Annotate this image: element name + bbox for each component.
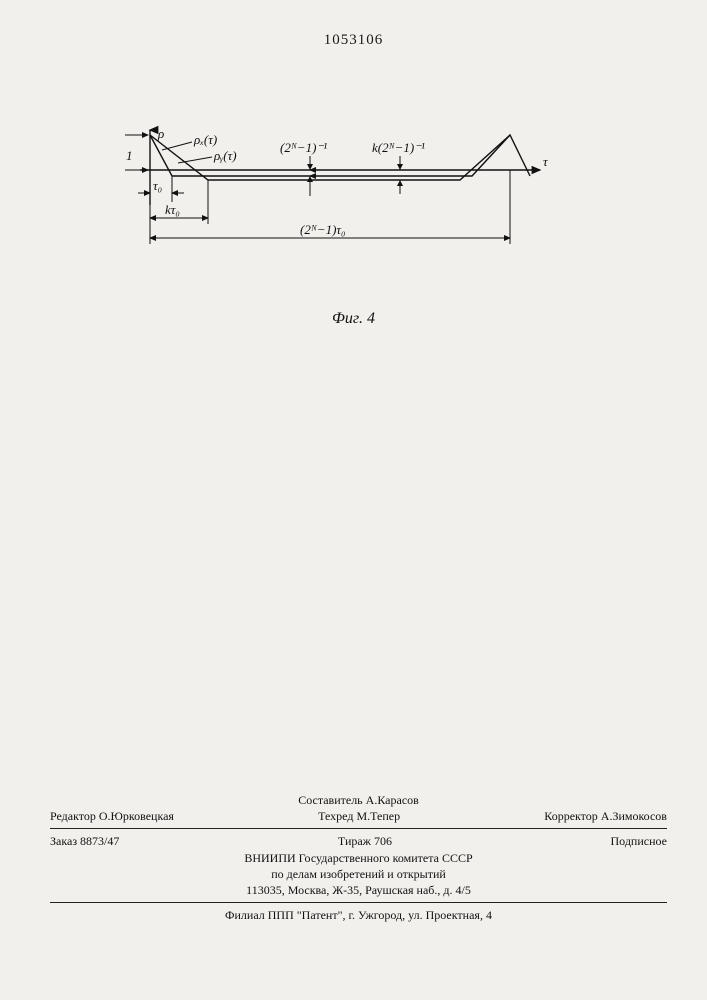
page: 1053106 ρ τ 1	[0, 0, 707, 1000]
colophon-order-row: Заказ 8873/47 Тираж 706 Подписное	[50, 833, 667, 849]
colophon-techred: Техред М.Тепер	[318, 808, 400, 824]
colophon-branch: Филиал ППП "Патент", г. Ужгород, ул. Про…	[50, 907, 667, 923]
label-rho-y: ρᵧ(τ)	[213, 148, 237, 163]
figure-svg: ρ τ 1 ρₓ(τ) ρᵧ(τ) τ₀	[120, 130, 560, 300]
y-axis-label: ρ	[157, 126, 164, 141]
label-rho-x: ρₓ(τ)	[193, 132, 217, 147]
figure-4: ρ τ 1 ρₓ(τ) ρᵧ(τ) τ₀	[120, 130, 560, 300]
label-tau0: τ₀	[153, 178, 162, 193]
colophon-editor: Редактор О.Юрковецкая	[50, 808, 174, 824]
colophon-staff-row: Редактор О.Юрковецкая Техред М.Тепер Кор…	[50, 808, 667, 824]
ind-mid2-b-head	[397, 180, 403, 186]
colophon-rule-1	[50, 828, 667, 829]
ind-mid2-a-head	[397, 164, 403, 170]
x-axis-label: τ	[543, 154, 549, 169]
colophon-corrector: Корректор А.Зимокосов	[544, 808, 667, 824]
leader-rho-x	[162, 142, 192, 150]
label-mid1: (2ᴺ−1)⁻¹	[280, 140, 327, 155]
ind-mid1-a-head	[307, 164, 313, 170]
colophon-org1: ВНИИПИ Государственного комитета СССР	[50, 850, 667, 866]
label-ktau0: kτ₀	[165, 202, 180, 217]
colophon-tirage: Тираж 706	[338, 833, 392, 849]
colophon-rule-2	[50, 902, 667, 903]
colophon-org2: по делам изобретений и открытий	[50, 866, 667, 882]
colophon: Составитель А.Карасов Редактор О.Юрковец…	[50, 792, 667, 923]
colophon-order: Заказ 8873/47	[50, 833, 119, 849]
label-period: (2ᴺ−1)τ₀	[300, 222, 346, 237]
label-mid2: k(2ᴺ−1)⁻¹	[372, 140, 425, 155]
figure-caption: Фиг. 4	[0, 310, 707, 328]
colophon-compiler: Составитель А.Карасов	[50, 792, 667, 808]
colophon-subscription: Подписное	[611, 833, 668, 849]
label-one: 1	[126, 148, 133, 163]
document-number: 1053106	[0, 32, 707, 49]
colophon-address: 113035, Москва, Ж-35, Раушская наб., д. …	[50, 882, 667, 898]
ind-mid1-b-head	[307, 176, 313, 182]
